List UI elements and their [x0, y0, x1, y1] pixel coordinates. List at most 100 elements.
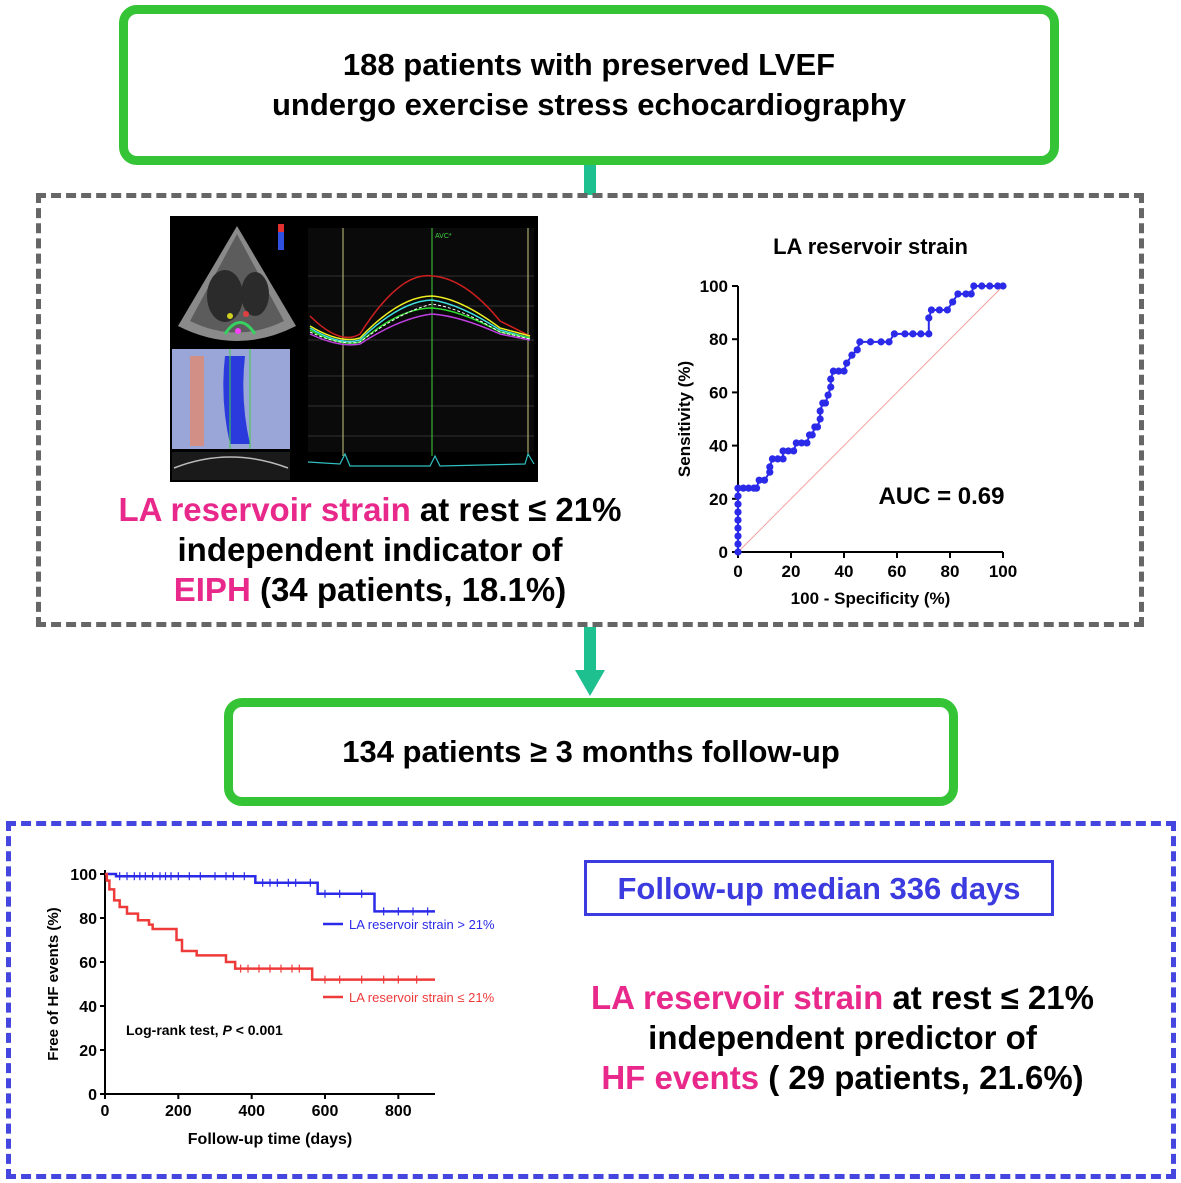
roc-point	[734, 500, 742, 508]
km-curve-low-strain	[105, 872, 435, 981]
eiph-statement-line2: independent indicator of	[177, 531, 563, 568]
study-population-line1: 188 patients with preserved LVEF	[342, 47, 836, 82]
km-legend-label: LA reservoir strain ≤ 21%	[349, 990, 495, 1005]
eiph-statement-line3: EIPH (34 patients, 18.1%)	[60, 570, 680, 610]
roc-point	[774, 455, 782, 463]
km-chart: 0 200 400 600 800 0 20 40 60 80 100 Follow-up time …	[45, 867, 495, 1148]
followup-median-text: Follow-up median 336 days	[617, 871, 1021, 906]
km-logrank-value: < 0.001	[232, 1022, 283, 1038]
roc-point	[954, 290, 962, 298]
eiph-statement-line1: LA reservoir strain at rest ≤ 21%	[60, 490, 680, 530]
roc-y-tick-label: 80	[709, 330, 728, 349]
km-x-tick-label: 800	[385, 1103, 412, 1120]
roc-point	[813, 423, 822, 431]
km-logrank-prefix: Log-rank test,	[126, 1022, 222, 1038]
km-x-label: Follow-up time (days)	[188, 1131, 352, 1148]
echo-strain-image: AVC*	[170, 216, 538, 482]
roc-point	[827, 375, 835, 383]
eiph-statement-rest2: (34 patients, 18.1%)	[250, 571, 567, 608]
eiph-highlight-eiph: EIPH	[173, 571, 251, 608]
roc-chart: LA reservoir strain 0 20 40 60 80 100 0 20 40 60 80…	[675, 234, 1017, 608]
hf-events-section	[6, 821, 1176, 1179]
km-y-tick-label: 100	[70, 867, 97, 884]
roc-point	[909, 330, 917, 338]
roc-point	[752, 484, 761, 492]
km-logrank-p: P	[222, 1022, 232, 1038]
study-population-box: 188 patients with preserved LVEF undergo…	[119, 5, 1059, 165]
roc-point	[835, 367, 843, 375]
km-x-tick-label: 200	[165, 1103, 192, 1120]
roc-point	[890, 330, 898, 338]
hf-statement-line2: independent predictor of	[648, 1019, 1037, 1056]
roc-point	[734, 540, 742, 548]
roc-point	[848, 351, 856, 359]
roc-point	[784, 447, 792, 455]
followup-box: 134 patients ≥ 3 months follow-up	[224, 698, 958, 806]
connector-arrowhead	[575, 670, 605, 696]
roc-y-tick-label: 40	[709, 437, 728, 456]
followup-text: 134 patients ≥ 3 months follow-up	[342, 734, 840, 769]
connector-top	[584, 165, 596, 195]
km-curve-high-strain	[105, 872, 435, 913]
roc-point	[901, 330, 909, 338]
roc-point	[734, 532, 742, 540]
roc-point	[843, 359, 851, 367]
roc-point	[866, 338, 875, 346]
roc-y-tick-label: 60	[709, 383, 728, 402]
km-y-tick-label: 60	[79, 955, 97, 972]
km-y-label: Free of HF events (%)	[45, 907, 62, 1060]
km-x-tick-label: 600	[312, 1103, 339, 1120]
roc-point	[986, 282, 994, 290]
hf-statement-line1: LA reservoir strain at rest ≤ 21%	[545, 978, 1140, 1018]
roc-point	[935, 306, 943, 314]
roc-point	[766, 463, 774, 471]
roc-point	[745, 484, 753, 492]
roc-point	[734, 508, 742, 516]
roc-point	[821, 399, 830, 407]
roc-point	[755, 476, 763, 484]
roc-x-tick-label: 100	[989, 562, 1017, 581]
km-legend-label: LA reservoir strain > 21%	[349, 917, 495, 932]
roc-point	[827, 383, 835, 391]
km-x-tick-label: 400	[238, 1103, 265, 1120]
roc-point	[739, 484, 747, 492]
roc-point	[779, 455, 787, 463]
roc-point	[803, 439, 811, 447]
km-y-tick-label: 20	[79, 1043, 97, 1060]
roc-point	[927, 306, 936, 314]
roc-point	[798, 439, 806, 447]
roc-point	[962, 290, 970, 298]
hf-statement-rest2: ( 29 patients, 21.6%)	[759, 1059, 1084, 1096]
roc-y-tick-label: 100	[700, 277, 728, 296]
roc-point	[734, 484, 742, 492]
eiph-statement-rest1: at rest ≤ 21%	[410, 491, 622, 528]
roc-y-tick-label: 0	[719, 543, 728, 562]
eiph-section	[36, 193, 1144, 627]
roc-point	[790, 447, 798, 455]
study-population-line2: undergo exercise stress echocardiography	[271, 87, 907, 122]
roc-point	[856, 338, 864, 346]
roc-point	[885, 338, 893, 346]
roc-point	[943, 306, 951, 314]
roc-point	[734, 548, 742, 556]
roc-point	[925, 330, 933, 338]
roc-point	[925, 314, 933, 322]
eiph-highlight-strain: LA reservoir strain	[118, 491, 411, 528]
roc-point	[816, 415, 824, 423]
roc-x-tick-label: 80	[941, 562, 960, 581]
followup-median-box: Follow-up median 336 days	[584, 860, 1054, 916]
hf-highlight-strain: LA reservoir strain	[591, 979, 884, 1016]
avc-annotation: AVC*	[435, 233, 452, 240]
roc-point	[760, 476, 769, 484]
roc-point	[824, 391, 832, 399]
km-x-tick-label: 0	[101, 1103, 110, 1120]
roc-x-tick-label: 40	[835, 562, 854, 581]
roc-point	[829, 367, 837, 375]
km-y-tick-label: 40	[79, 999, 97, 1016]
roc-y-tick-label: 20	[709, 490, 728, 509]
roc-title: LA reservoir strain	[773, 234, 968, 259]
roc-point	[734, 524, 742, 532]
roc-point	[853, 346, 861, 354]
km-y-tick-label: 0	[88, 1087, 97, 1104]
roc-point	[917, 330, 925, 338]
